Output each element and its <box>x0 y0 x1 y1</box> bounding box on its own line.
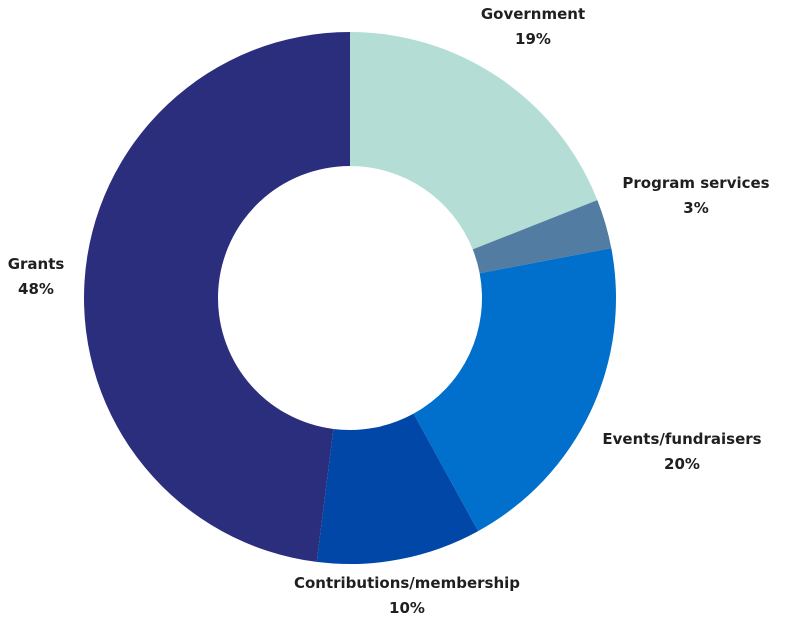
label-events-fundraisers: Events/fundraisers <box>602 430 761 448</box>
slice-events-fundraisers <box>413 248 616 532</box>
label-contributions-membership: Contributions/membership <box>294 574 520 592</box>
value-label-contributions-membership: 10% <box>389 599 425 617</box>
value-label-grants: 48% <box>18 280 54 298</box>
slice-grants <box>83 32 351 562</box>
slice-program-services <box>472 200 612 274</box>
value-label-program-services: 3% <box>683 199 708 217</box>
label-government: Government <box>481 5 585 23</box>
value-label-government: 19% <box>515 30 551 48</box>
donut-slices <box>83 32 616 564</box>
label-grants: Grants <box>8 255 65 273</box>
value-label-events-fundraisers: 20% <box>664 455 700 473</box>
slice-government <box>350 32 598 250</box>
label-program-services: Program services <box>622 174 769 192</box>
slice-contributions-membership <box>316 413 479 564</box>
slice-labels: Government 19% Program services 3% Events/fu… <box>8 5 770 617</box>
